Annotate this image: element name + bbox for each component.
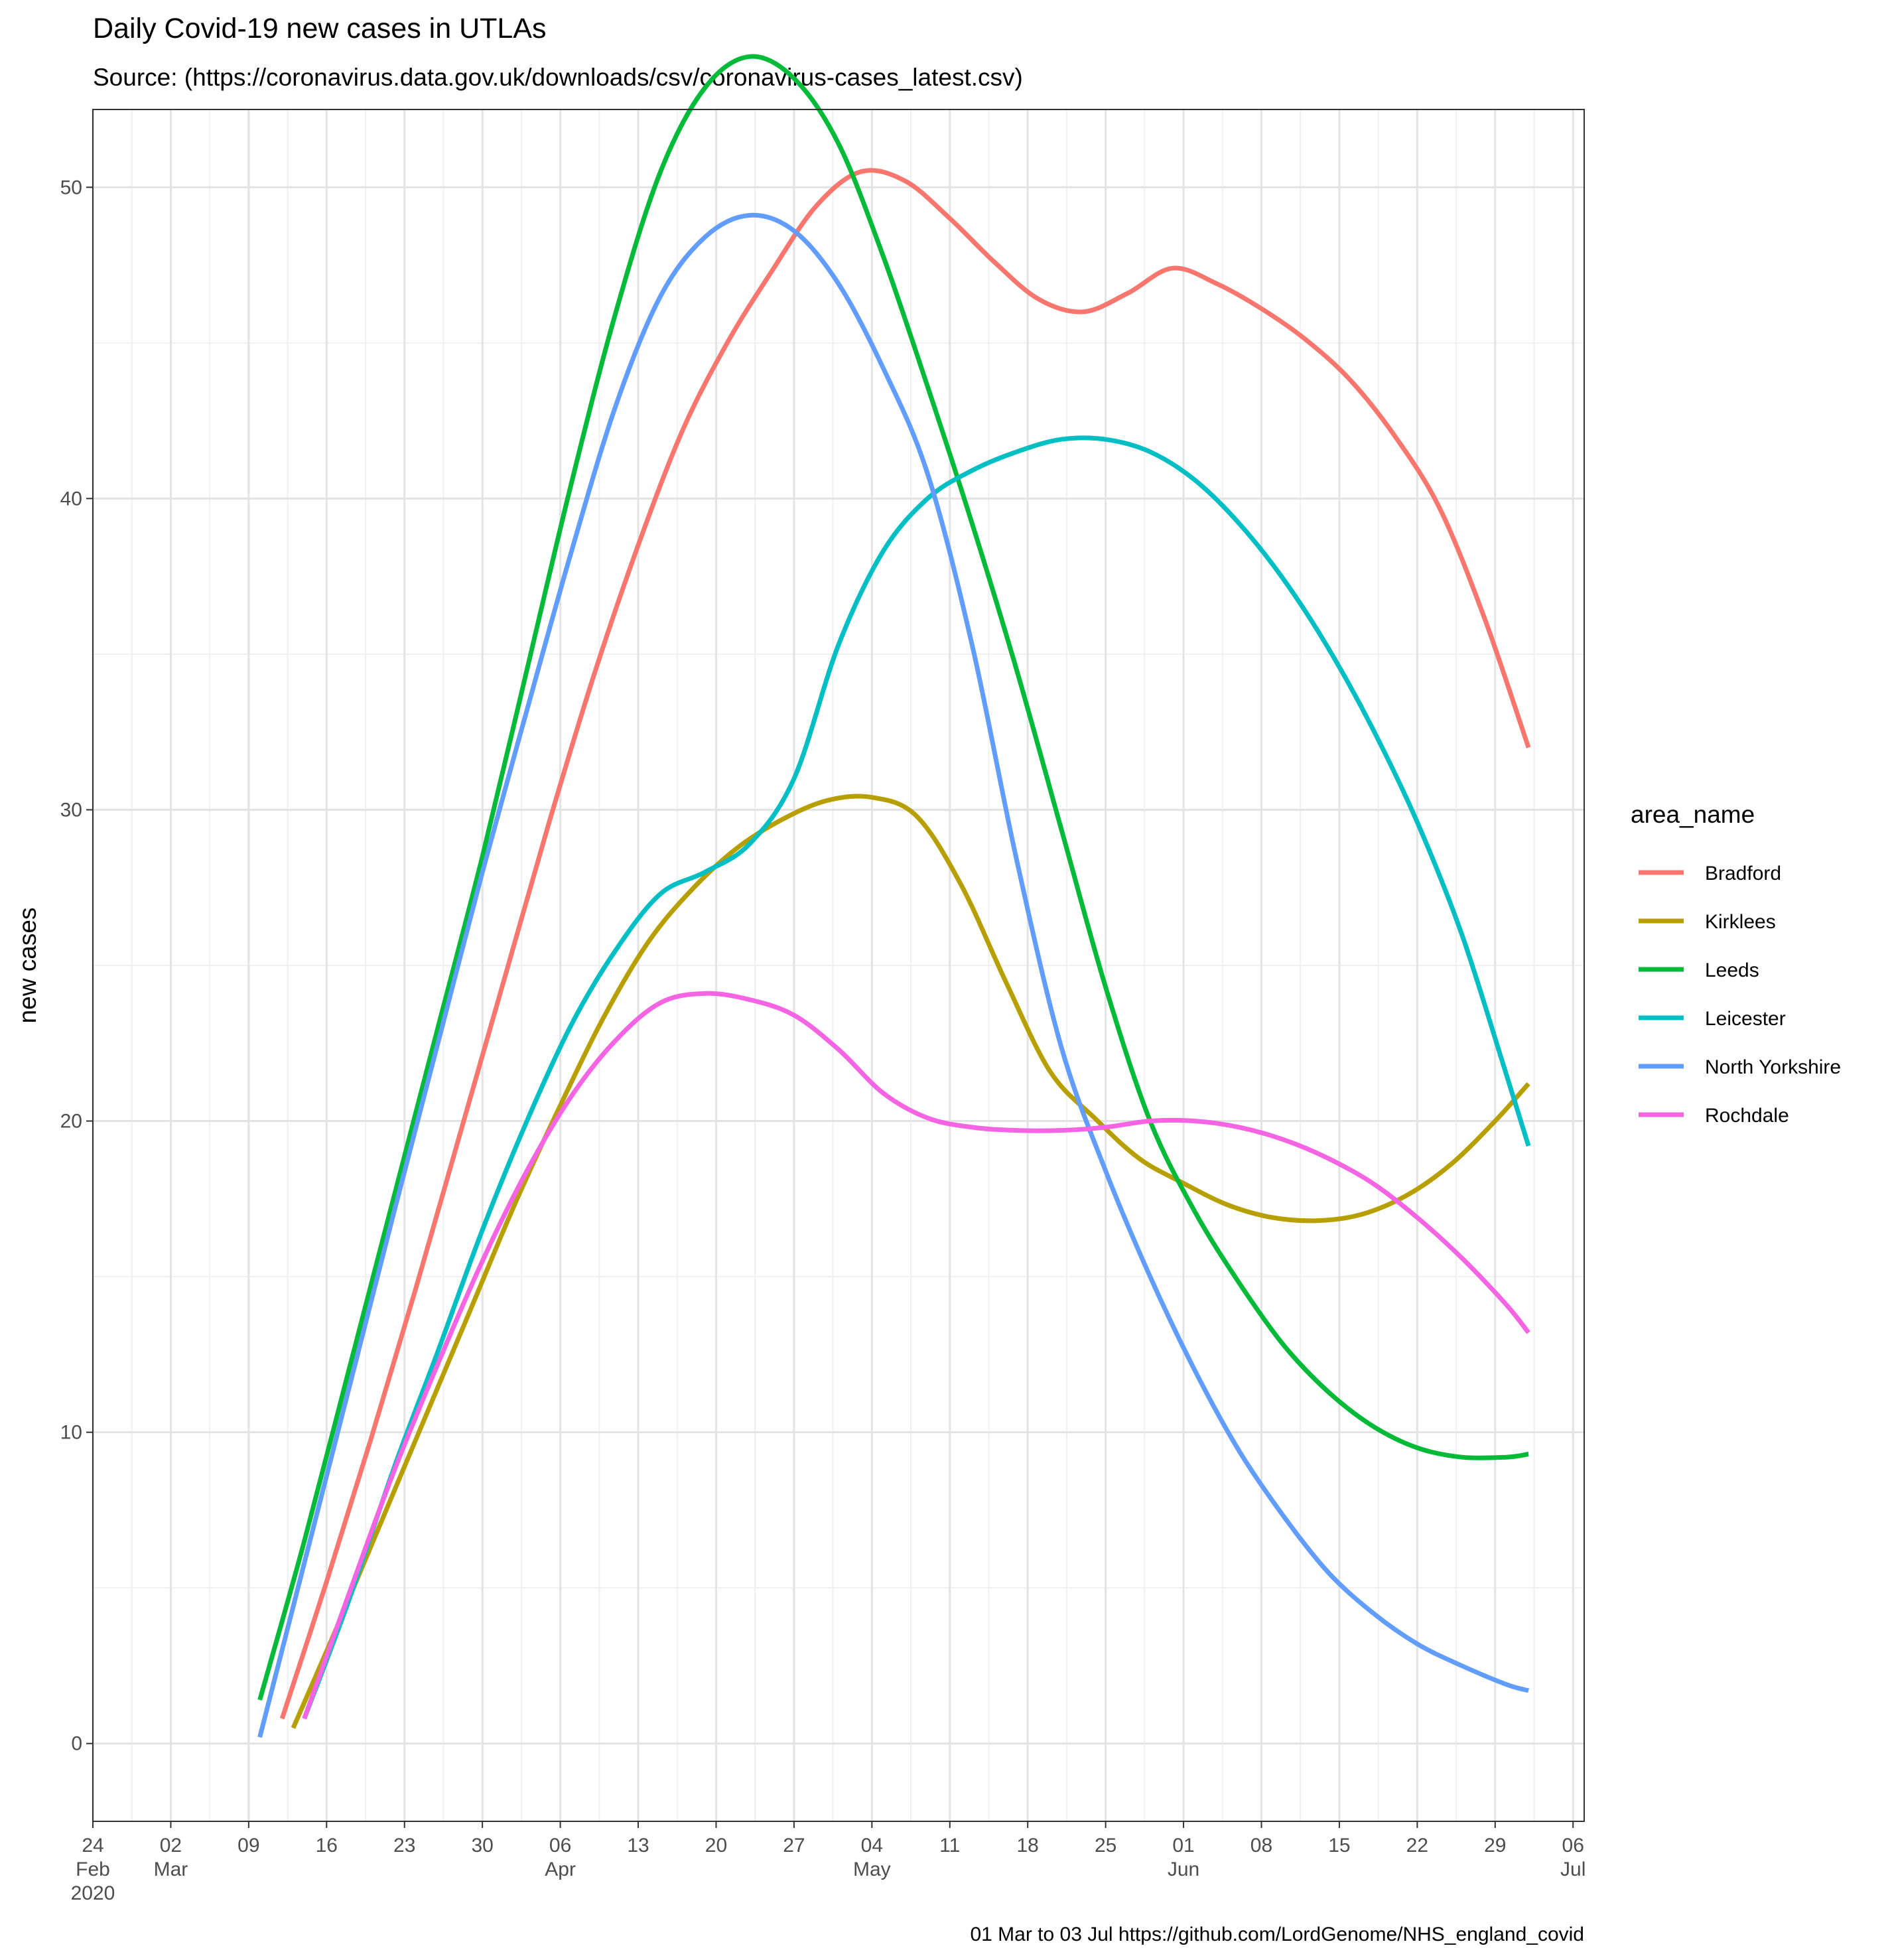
legend-title: area_name — [1631, 801, 1755, 828]
series-line-north-yorkshire — [257, 212, 1530, 1738]
y-tick-label: 10 — [60, 1422, 82, 1444]
x-tick-label: 06 — [1562, 1835, 1584, 1856]
x-tick-label: 08 — [1250, 1835, 1272, 1856]
x-tick-label: 01 — [1172, 1835, 1194, 1856]
x-tick-label: Apr — [545, 1858, 576, 1880]
x-tick-label: 18 — [1017, 1835, 1039, 1856]
legend-item: Leicester — [1639, 1008, 1786, 1030]
y-tick-label: 30 — [60, 799, 82, 821]
legend: area_name Bradford Kirklees Leeds Leicester… — [1631, 801, 1841, 1127]
x-tick-label: Mar — [154, 1858, 188, 1880]
x-tick-label: 02 — [160, 1835, 182, 1856]
y-axis: 0 10 20 30 40 50 — [60, 176, 93, 1755]
caption: 01 Mar to 03 Jul https://github.com/Lord… — [970, 1924, 1584, 1945]
x-tick-label: 30 — [471, 1835, 493, 1856]
chart-title: Daily Covid-19 new cases in UTLAs — [93, 13, 547, 44]
chart-subtitle: Source: (https://coronavirus.data.gov.uk… — [93, 64, 1023, 91]
x-tick-label: Jun — [1168, 1858, 1199, 1880]
x-tick-label: 13 — [627, 1835, 649, 1856]
x-tick-label: 25 — [1095, 1835, 1116, 1856]
x-tick-label: 09 — [237, 1835, 259, 1856]
y-tick-label: 20 — [60, 1111, 82, 1133]
legend-item: Rochdale — [1639, 1105, 1789, 1127]
x-tick-label: 24 — [82, 1835, 103, 1856]
legend-label: Bradford — [1705, 863, 1781, 884]
x-tick-label: 04 — [861, 1835, 883, 1856]
x-tick-label: Feb — [76, 1858, 110, 1880]
x-tick-label: 29 — [1484, 1835, 1506, 1856]
legend-label: Kirklees — [1705, 911, 1776, 933]
plot-border — [92, 109, 1585, 1822]
series-line-kirklees — [291, 794, 1530, 1729]
y-tick-label: 50 — [60, 176, 82, 198]
x-tick-label: 22 — [1406, 1835, 1428, 1856]
x-tick-label: 2020 — [71, 1882, 115, 1904]
legend-item: Leeds — [1639, 959, 1759, 981]
y-axis-title: new cases — [14, 908, 41, 1024]
legend-label: North Yorkshire — [1705, 1056, 1841, 1078]
legend-item: Kirklees — [1639, 911, 1776, 933]
plot-panel — [92, 54, 1585, 1822]
x-tick-label: 23 — [393, 1835, 415, 1856]
series-line-bradford — [279, 168, 1531, 1720]
legend-label: Rochdale — [1705, 1105, 1789, 1127]
y-tick-label: 0 — [71, 1733, 82, 1755]
series-line-rochdale — [302, 991, 1530, 1720]
x-tick-label: 16 — [316, 1835, 338, 1856]
y-tick-label: 40 — [60, 488, 82, 510]
legend-label: Leeds — [1705, 959, 1759, 981]
series-lines — [257, 54, 1531, 1738]
series-line-leicester — [302, 435, 1531, 1720]
legend-item: Bradford — [1639, 863, 1781, 884]
x-tick-label: Jul — [1560, 1858, 1586, 1880]
legend-item: North Yorkshire — [1639, 1056, 1841, 1078]
legend-label: Leicester — [1705, 1008, 1786, 1030]
x-tick-label: 06 — [549, 1835, 571, 1856]
x-tick-label: 11 — [939, 1835, 960, 1856]
x-tick-label: 27 — [783, 1835, 805, 1856]
x-tick-label: 20 — [705, 1835, 727, 1856]
x-tick-label: May — [853, 1858, 891, 1880]
grid-lines — [92, 109, 1584, 1821]
series-line-leeds — [257, 54, 1529, 1701]
x-tick-label: 15 — [1328, 1835, 1350, 1856]
